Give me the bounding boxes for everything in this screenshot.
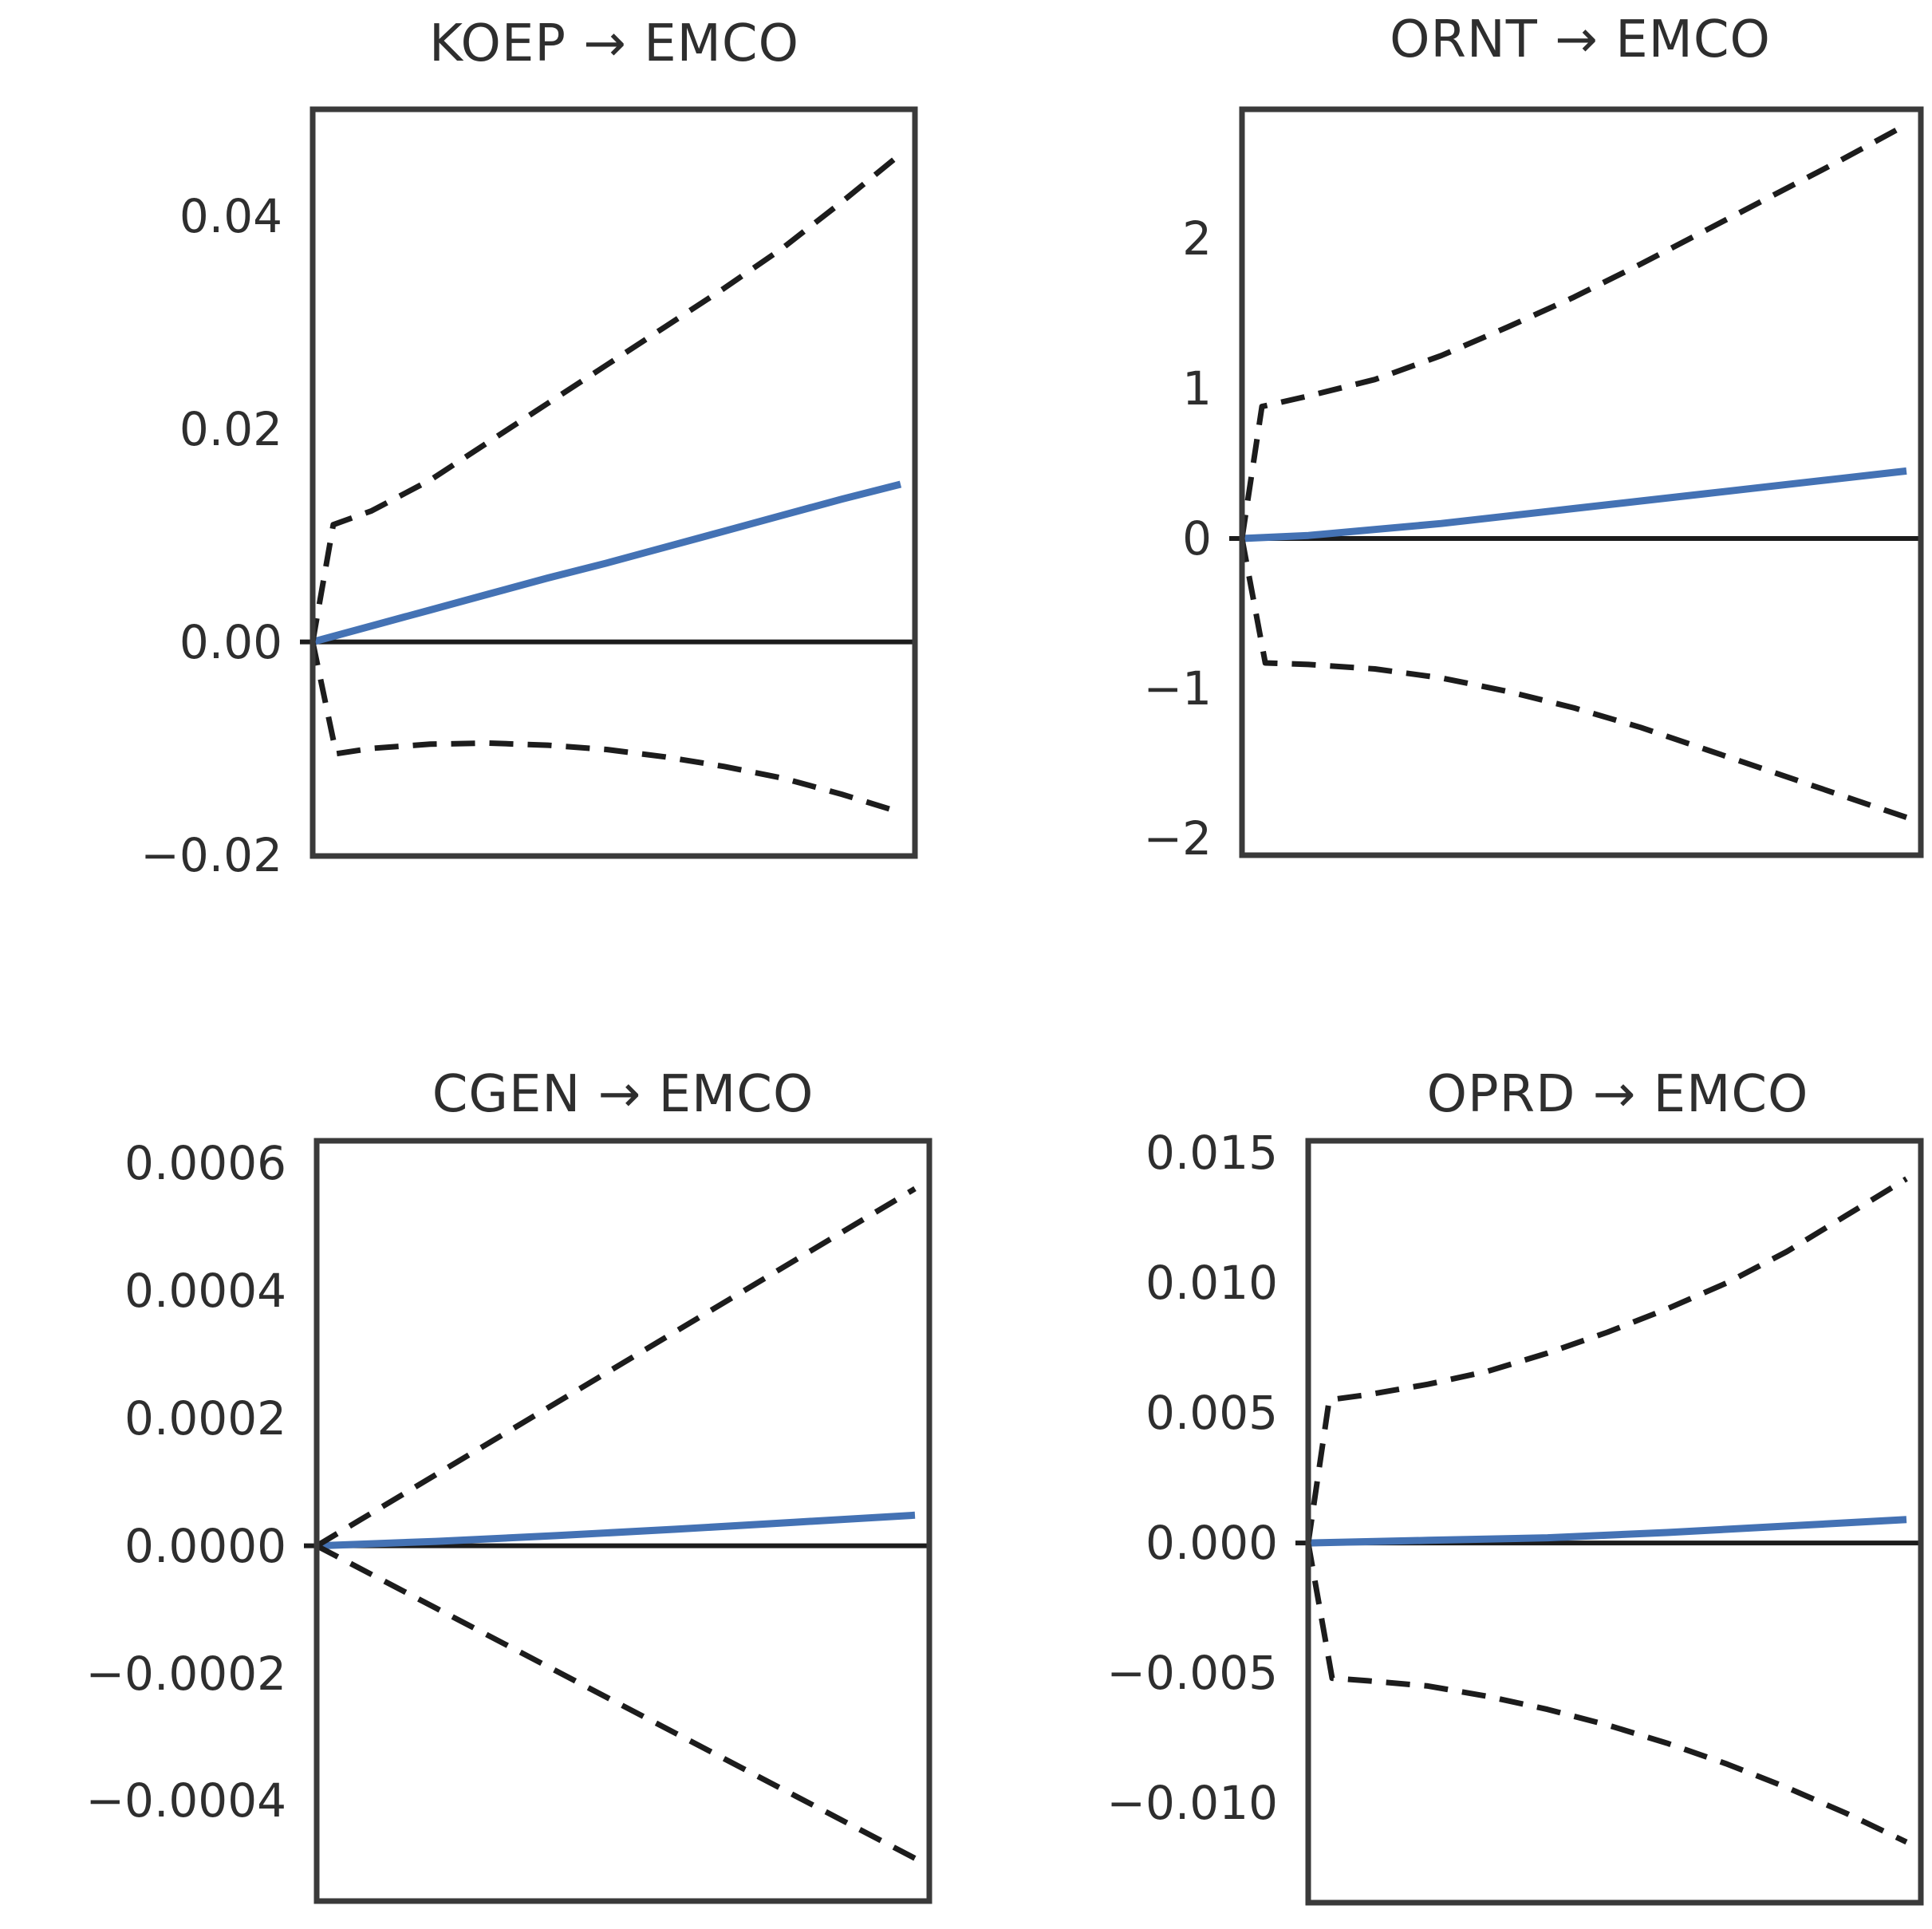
oprd_emco-lower-confidence-band-line [1305,1542,1908,1845]
koep_emco-y-tick-label: 0.04 [179,188,282,243]
ornt_emco-mean-response-line [1241,467,1907,542]
cgen_emco-lower-confidence-band-line [315,1543,917,1861]
koep_emco-y-tick-label: 0.02 [179,401,282,456]
cgen_emco-axes-frame [313,1138,932,1904]
oprd_emco-y-tick-label: 0.000 [1145,1516,1278,1571]
ornt_emco-upper-confidence-band-line [1239,122,1908,539]
oprd_emco-mean-response-line [1307,1516,1907,1547]
koep_emco-y-tick-label: −0.02 [140,827,282,882]
cgen_emco-y-tick-label: 0.0006 [124,1135,286,1190]
cgen_emco-y-tick-label: −0.0002 [85,1646,286,1701]
chart-title-ornt-emco: ORNT → EMCO [1390,10,1771,69]
koep_emco-upper-confidence-band-line [310,152,903,643]
ornt_emco-axes-frame [1239,106,1924,858]
cgen_emco-y-tick-label: 0.0004 [124,1263,286,1318]
oprd_emco-y-tick-label: 0.005 [1145,1386,1278,1441]
cgen_emco-y-tick-label: −0.0004 [85,1773,286,1828]
cgen_emco-y-tick-label: 0.0000 [124,1518,286,1573]
oprd_emco-y-tick-label: 0.015 [1145,1125,1278,1180]
cgen_emco-upper-confidence-band-line [315,1185,917,1548]
oprd_emco-y-tick-label: −0.010 [1106,1776,1278,1831]
ornt_emco-y-tick-label: −2 [1143,811,1212,866]
oprd_emco-y-tick-label: 0.010 [1145,1256,1278,1311]
chart-title-koep-emco: KOEP → EMCO [429,14,799,73]
oprd_emco-y-tick-label: −0.005 [1106,1646,1278,1701]
ornt_emco-y-tick-label: 0 [1182,511,1212,566]
chart-title-cgen-emco: CGEN → EMCO [432,1065,814,1124]
koep_emco-lower-confidence-band-line [310,641,902,815]
chart-title-oprd-emco: OPRD → EMCO [1426,1065,1809,1124]
ornt_emco-y-tick-label: 2 [1182,211,1212,266]
cgen_emco-y-tick-label: 0.0002 [124,1391,286,1446]
cgen_emco-mean-response-line [316,1511,916,1550]
ornt_emco-y-tick-label: −1 [1143,661,1212,716]
oprd_emco-upper-confidence-band-line [1305,1176,1908,1544]
koep_emco-y-tick-label: 0.00 [179,614,282,669]
koep_emco-mean-response-line [311,480,902,645]
ornt_emco-lower-confidence-band-line [1239,538,1908,820]
koep_emco-axes-frame [310,106,918,859]
ornt_emco-y-tick-label: 1 [1182,361,1212,416]
oprd_emco-axes-frame [1305,1138,1924,1906]
